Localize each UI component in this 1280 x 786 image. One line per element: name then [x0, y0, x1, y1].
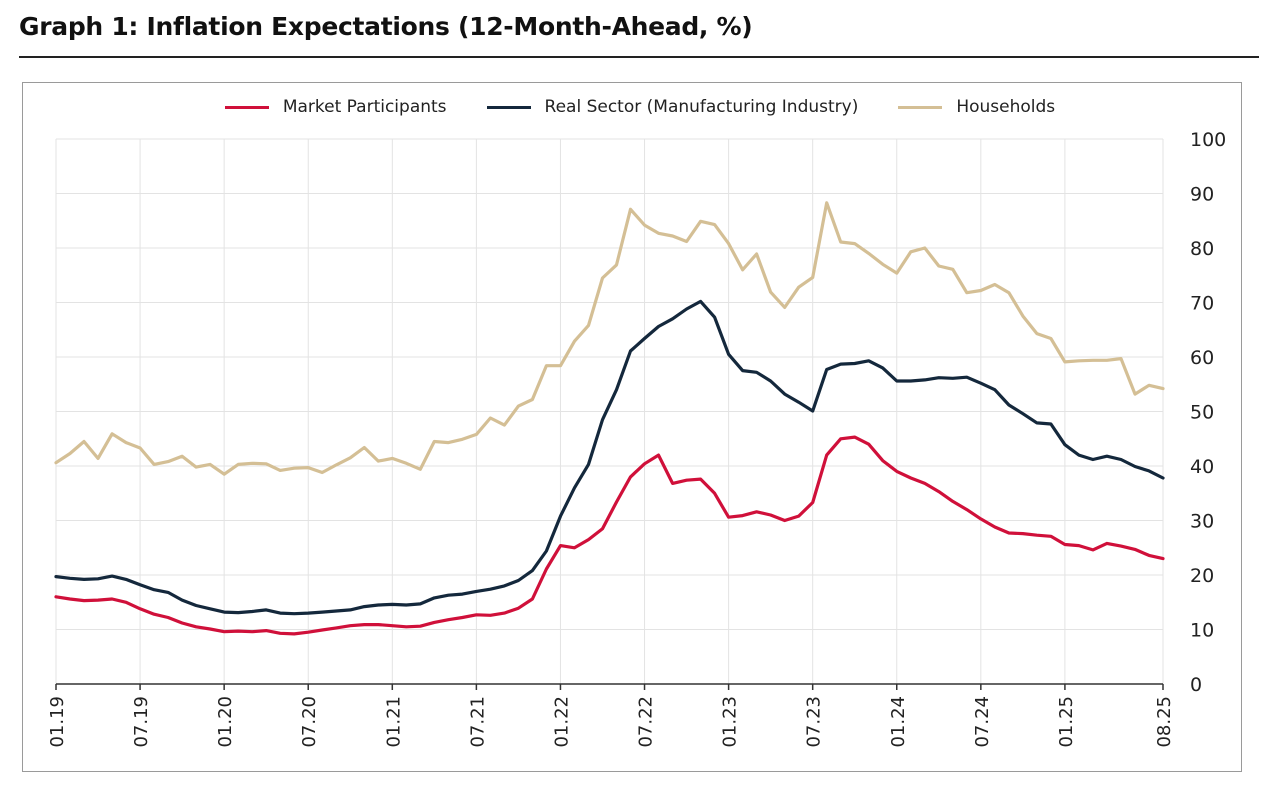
y-tick-label: 40	[1190, 456, 1214, 478]
market-participants-line	[54, 435, 1165, 636]
households-line	[54, 201, 1165, 476]
y-tick-label: 30	[1190, 511, 1214, 533]
legend: Market Participants Real Sector (Manufac…	[0, 97, 1280, 117]
y-tick-label: 80	[1190, 238, 1214, 260]
x-tick-label: 01.23	[720, 696, 741, 748]
x-tick-label: 01.25	[1056, 696, 1077, 748]
legend-label-households: Households	[956, 97, 1056, 117]
x-tick-label: 07.19	[131, 696, 152, 748]
x-tick-label: 01.22	[551, 696, 572, 748]
legend-item-real-sector: Real Sector (Manufacturing Industry)	[486, 97, 859, 117]
y-tick-label: 60	[1190, 347, 1214, 369]
y-tick-label: 50	[1190, 402, 1214, 424]
x-tick-label: 07.23	[804, 696, 825, 748]
legend-item-market-participants: Market Participants	[224, 97, 447, 117]
x-tick-label: 07.20	[299, 696, 320, 748]
x-tick-label: 08.25	[1154, 696, 1175, 748]
x-tick-label: 07.21	[467, 696, 488, 748]
legend-swatch-real-sector	[486, 105, 531, 109]
legend-label-market-participants: Market Participants	[282, 97, 447, 117]
x-tick-label: 01.24	[888, 696, 909, 748]
x-tick-label: 01.21	[383, 696, 404, 748]
x-tick-label: 01.19	[47, 696, 68, 748]
y-tick-label: 90	[1190, 184, 1214, 206]
real-sector-line	[54, 299, 1165, 616]
y-tick-label: 100	[1190, 129, 1226, 151]
legend-swatch-households	[898, 105, 943, 109]
x-tick-label: 07.24	[972, 696, 993, 748]
y-tick-label: 0	[1190, 674, 1202, 696]
x-tick-label: 01.20	[215, 696, 236, 748]
chart-frame	[22, 82, 1242, 772]
legend-swatch-market-participants	[224, 105, 269, 109]
legend-label-real-sector: Real Sector (Manufacturing Industry)	[544, 97, 859, 117]
legend-item-households: Households	[898, 97, 1055, 117]
chart-title: Graph 1: Inflation Expectations (12-Mont…	[19, 12, 753, 41]
title-underline	[19, 56, 1259, 58]
y-tick-label: 70	[1190, 293, 1214, 315]
x-tick-label: 07.22	[636, 696, 657, 748]
y-tick-label: 10	[1190, 620, 1214, 642]
y-tick-label: 20	[1190, 565, 1214, 587]
